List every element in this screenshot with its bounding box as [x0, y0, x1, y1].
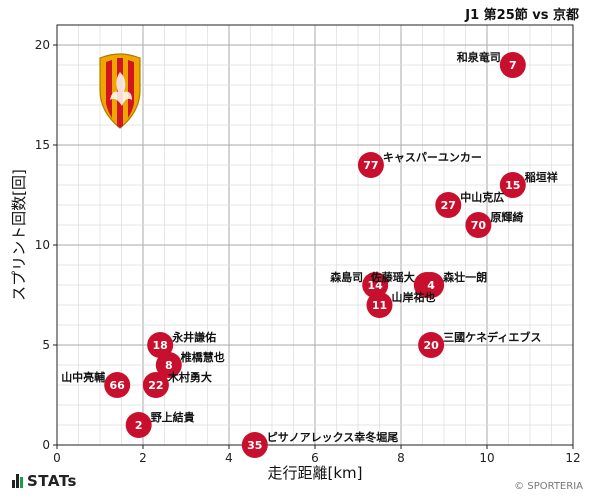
player-point[interactable]: 35 ピサノアレックス幸冬堀尾: [241, 430, 398, 458]
stats-brand: STATs: [27, 472, 77, 490]
player-point[interactable]: 8 椎橋慧也: [155, 350, 225, 378]
y-tick-label: 20: [35, 38, 50, 52]
player-name-label: 三國ケネディエブス: [443, 330, 541, 344]
player-name-label: 永井謙佑: [171, 330, 216, 344]
player-name-label: 椎橋慧也: [180, 350, 225, 364]
y-tick-label: 15: [35, 138, 50, 152]
data-points: 7和泉竜司77キャスパーユンカー15稲垣祥27中山克広70原輝綺14森島司3佐藤…: [61, 50, 558, 458]
player-number: 77: [363, 159, 378, 172]
copyright: © SPORTERIA: [514, 481, 583, 492]
player-number: 66: [110, 379, 126, 392]
player-point[interactable]: 7 和泉竜司: [457, 50, 526, 78]
player-marker[interactable]: [499, 52, 526, 78]
player-name-label: 森島司: [330, 270, 363, 284]
x-tick-label: 4: [225, 451, 233, 465]
player-point[interactable]: 4 森壮一朗: [418, 270, 487, 298]
player-point[interactable]: 27 中山克広: [435, 190, 504, 218]
player-marker[interactable]: [142, 372, 169, 398]
player-number: 20: [423, 339, 439, 352]
player-point[interactable]: 22 木村勇大: [142, 370, 212, 398]
player-number: 11: [372, 299, 387, 312]
player-point[interactable]: 14 森島司: [330, 270, 389, 298]
stats-bars-icon: [12, 474, 23, 488]
player-number: 7: [509, 59, 517, 72]
x-tick-label: 6: [311, 451, 319, 465]
x-tick-label: 2: [139, 451, 147, 465]
x-axis-label: 走行距離[km]: [267, 464, 362, 482]
player-marker[interactable]: [465, 212, 492, 238]
player-number: 8: [165, 359, 173, 372]
x-tick-label: 12: [565, 451, 580, 465]
player-point[interactable]: 2 野上結貴: [125, 410, 195, 438]
stats-logo: STATs: [12, 472, 77, 490]
player-name-label: 和泉竜司: [457, 50, 501, 64]
player-number: 27: [441, 199, 456, 212]
x-tick-label: 10: [479, 451, 494, 465]
player-name-label: 森壮一朗: [443, 270, 487, 284]
player-name-label: 稲垣祥: [525, 170, 558, 184]
player-marker[interactable]: [499, 172, 526, 198]
player-point[interactable]: 20 三國ケネディエブス: [418, 330, 541, 358]
player-name-label: キャスパーユンカー: [383, 151, 482, 164]
player-marker[interactable]: [362, 272, 389, 298]
team-crest-icon: [99, 53, 141, 129]
player-marker[interactable]: [125, 412, 152, 438]
axis-ticks: 0 2 4 6 8 10 12 0 5 10 15 20: [35, 38, 581, 465]
player-name-label: 山岸祐也: [392, 290, 436, 304]
grid: [56, 24, 574, 446]
player-number: 18: [153, 339, 168, 352]
player-marker[interactable]: [418, 332, 445, 358]
player-name-label: 木村勇大: [167, 370, 212, 384]
player-name-label: 佐藤瑶大: [370, 270, 415, 284]
y-tick-label: 5: [42, 338, 50, 352]
player-number: 22: [148, 379, 163, 392]
y-tick-label: 10: [35, 238, 50, 252]
player-marker[interactable]: [357, 152, 384, 178]
player-marker[interactable]: [147, 332, 174, 358]
player-name-label: 原輝綺: [490, 210, 523, 224]
y-axis-label: スプリント回数[回]: [10, 169, 28, 301]
player-marker[interactable]: [155, 352, 182, 378]
player-name-label: 中山克広: [460, 190, 504, 204]
player-point[interactable]: 77 キャスパーユンカー: [357, 151, 482, 178]
player-marker[interactable]: [366, 292, 393, 318]
player-number: 35: [247, 439, 262, 452]
player-name-label: ピサノアレックス幸冬堀尾: [267, 430, 398, 444]
x-tick-label: 0: [53, 451, 61, 465]
player-marker[interactable]: [418, 272, 445, 298]
y-tick-label: 0: [42, 438, 50, 452]
player-name-label: 野上結貴: [151, 410, 195, 424]
player-point[interactable]: 15 稲垣祥: [499, 170, 558, 198]
player-point[interactable]: 66 山中亮輔: [61, 370, 131, 398]
player-point[interactable]: 11 山岸祐也: [366, 290, 436, 318]
match-title: J1 第25節 vs 京都: [465, 8, 579, 23]
x-tick-label: 8: [397, 451, 405, 465]
player-marker[interactable]: [241, 432, 268, 458]
player-number: 4: [427, 279, 435, 292]
player-marker[interactable]: [104, 372, 131, 398]
player-name-label: 山中亮輔: [61, 370, 105, 384]
player-number: 14: [368, 279, 384, 292]
player-marker[interactable]: [435, 192, 462, 218]
player-number: 15: [505, 179, 520, 192]
player-number: 2: [135, 419, 143, 432]
player-number: 70: [471, 219, 487, 232]
